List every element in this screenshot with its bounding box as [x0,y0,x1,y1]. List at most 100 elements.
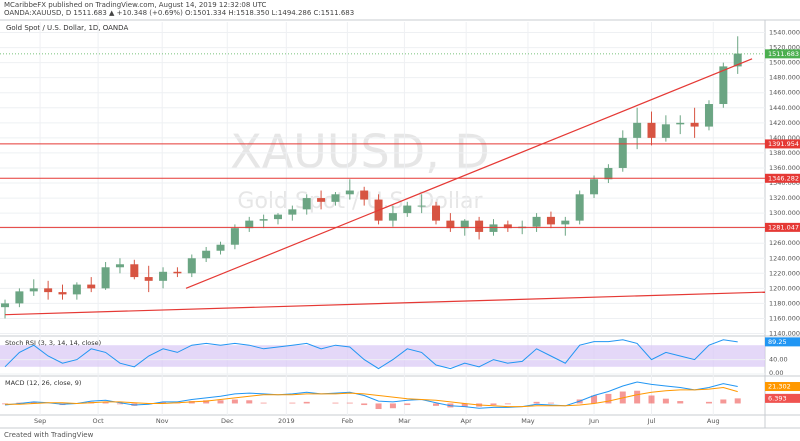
macd-line [4,381,738,409]
candle-body [101,267,110,289]
macd-value-label: 21.302 [768,383,791,391]
y-tick-label: 1160.000 [769,314,800,322]
candle-body [72,284,81,295]
watermark: XAUUSD, D [230,125,490,179]
x-tick-label: Aug [707,417,720,425]
macd-histogram-bar [361,403,368,406]
y-tick-label: 1260.000 [769,239,800,247]
x-tick-label: Sep [34,417,46,425]
level-tag [765,222,800,232]
macd-histogram-bar [734,398,741,404]
candle-body [159,271,168,281]
y-tick-label: 1500.000 [769,59,800,67]
y-tick-label: 1300.000 [769,209,800,217]
candle-body [245,220,254,229]
macd-histogram-bar [116,403,123,405]
macd-histogram-bar [404,403,411,406]
candle-body [173,271,182,274]
candle-body [345,190,354,195]
trend-line [5,291,766,316]
candle-body [331,194,340,202]
macd-histogram-bar [720,399,727,404]
macd-histogram-bar [332,402,339,404]
y-tick-label: 1400.000 [769,134,800,142]
stoch-tick-label: 40.00 [769,356,788,364]
macd-histogram-bar [160,401,167,404]
macd-histogram-bar [605,393,612,404]
candle-body [360,190,369,200]
candle-body [661,124,670,138]
macd-histogram-bar [289,402,296,404]
candle-body [302,198,311,210]
x-tick-label: May [521,417,535,425]
y-tick-label: 1240.000 [769,254,800,262]
candle-body [575,194,584,221]
macd-histogram-bar [231,399,238,404]
macd-histogram-bar [648,395,655,404]
macd-histogram-bar [533,401,540,404]
macd-value-tag [765,382,800,392]
macd-histogram-bar [634,390,641,404]
y-tick-label: 1140.000 [769,329,800,337]
candle-body [216,244,225,251]
y-tick-label: 1360.000 [769,164,800,172]
y-tick-label: 1380.000 [769,149,800,157]
candle-body [58,292,67,295]
macd-histogram-bar [303,401,310,404]
macd-histogram-bar [346,402,353,404]
stoch-band [0,345,765,367]
stoch-title: Stoch RSI (3, 3, 14, 14, close) [5,339,101,347]
y-tick-label: 1320.000 [769,194,800,202]
stoch-line [4,339,738,370]
candle-body [633,122,642,138]
candle-body [647,122,656,138]
candle-body [259,219,268,221]
y-tick-label: 1420.000 [769,119,800,127]
macd-histogram-bar [203,400,210,404]
candle-body [44,288,53,293]
candle-body [288,209,297,215]
candle-body [115,264,124,268]
macd-value-label: 6.393 [768,394,787,402]
candle-body [590,179,599,195]
x-tick-label: Oct [92,417,104,425]
y-tick-label: 1540.000 [769,29,800,37]
last-price-label: 1511.683 [768,50,799,58]
candle-body [719,66,728,105]
candle-body [202,250,211,259]
stoch-value-tag [765,337,800,347]
macd-value-tag [765,393,800,403]
candle-body [460,220,469,229]
macd-histogram-bar [504,403,511,405]
candle-body [475,220,484,232]
y-tick-label: 1480.000 [769,74,800,82]
stoch-tick-label: 0.00 [769,369,783,377]
candle-body [432,205,441,221]
x-tick-label: Jun [588,417,599,425]
candle-body [489,224,498,232]
candle-body [733,53,742,67]
x-tick-label: Jul [647,417,656,425]
macd-histogram-bar [591,395,598,404]
candle-body [704,104,713,127]
candle-body [561,220,570,225]
level-tag [765,173,800,183]
y-tick-label: 1180.000 [769,299,800,307]
level-label: 1391.954 [768,140,799,148]
y-tick-label: 1220.000 [769,269,800,277]
candle-body [29,288,38,292]
macd-histogram-bar [389,403,396,409]
macd-title: MACD (12, 26, close, 9) [5,379,81,387]
candle-body [618,137,627,168]
macd-histogram-bar [547,402,554,404]
candle-body [403,205,412,214]
macd-histogram-bar [246,400,253,404]
footer: Created with TradingView [4,431,94,439]
candle-body [446,220,455,229]
x-tick-label: 2019 [278,417,295,425]
y-tick-label: 1440.000 [769,104,800,112]
y-tick-label: 1520.000 [769,44,800,52]
candle-body [503,224,512,229]
symbol-line: OANDA:XAUUSD, D 1511.683 ▲ +10.348 (+0.6… [4,9,354,17]
